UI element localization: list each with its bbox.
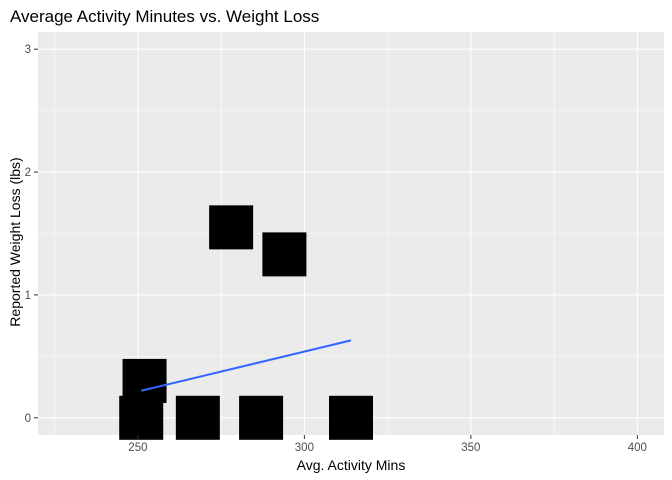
- chart-title: Average Activity Minutes vs. Weight Loss: [10, 7, 319, 26]
- x-tick-label: 250: [128, 442, 147, 454]
- data-point: [175, 395, 220, 440]
- trend-line: [140, 339, 352, 392]
- x-tick-label: 300: [295, 442, 314, 454]
- data-point: [122, 358, 167, 403]
- data-point: [329, 395, 373, 440]
- y-tick-label: 3: [25, 44, 31, 56]
- x-tick-label: 350: [461, 442, 480, 454]
- axis-ticks: 250 300 350 400 0 1 2 3: [25, 44, 647, 454]
- plot-area: [38, 32, 664, 440]
- data-point: [262, 232, 307, 277]
- y-tick-label: 1: [25, 290, 31, 302]
- y-axis-title: Reported Weight Loss (lbs): [7, 157, 23, 326]
- x-axis-title: Avg. Activity Mins: [297, 457, 406, 473]
- y-tick-label: 2: [25, 167, 31, 179]
- x-tick-label: 400: [628, 442, 647, 454]
- data-point: [119, 395, 164, 440]
- data-point: [209, 205, 254, 250]
- data-point: [239, 395, 284, 440]
- y-tick-label: 0: [25, 413, 31, 425]
